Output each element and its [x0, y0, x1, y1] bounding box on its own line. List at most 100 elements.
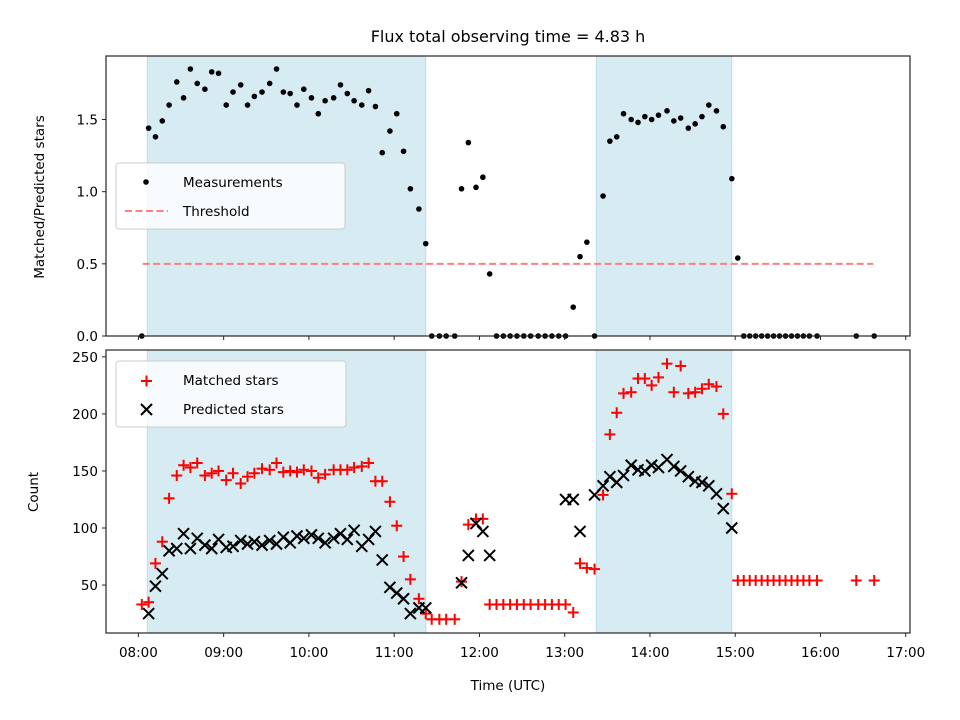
matched-star-point	[363, 457, 375, 469]
x-tick-label: 08:00	[119, 645, 158, 661]
matched-star-point	[574, 557, 586, 569]
predicted-star-point	[305, 528, 318, 542]
predicted-star-point	[341, 533, 354, 546]
matched-star-point	[675, 360, 687, 372]
measurement-point	[705, 102, 712, 108]
measurement-point	[308, 95, 315, 101]
measurement-point	[251, 93, 258, 100]
bottom-y-axis-label: Count	[26, 472, 42, 512]
matched-star-point	[319, 468, 331, 480]
y-tick-label: 1.5	[77, 113, 98, 129]
measurement-point	[294, 102, 300, 108]
matched-star-point	[717, 408, 729, 420]
shaded-span	[595, 349, 733, 634]
measurement-point	[671, 118, 677, 124]
predicted-star-point	[717, 502, 730, 515]
matched-star-point	[213, 465, 225, 477]
predicted-star-point	[573, 525, 587, 538]
measurement-point	[337, 82, 344, 88]
x-tick-label: 09:00	[204, 645, 243, 661]
y-tick-label: 0.0	[77, 329, 98, 345]
measurement-point	[330, 95, 337, 101]
predicted-star-point	[419, 601, 432, 615]
legend-matched-marker	[141, 375, 152, 387]
predicted-star-point	[162, 544, 176, 558]
matched-star-point	[661, 358, 673, 370]
measurement-point	[322, 97, 328, 104]
measurement-point	[648, 116, 655, 123]
matched-star-point	[696, 383, 708, 395]
predicted-star-point	[455, 576, 468, 589]
y-tick-label: 250	[72, 350, 98, 366]
matched-star-point	[710, 381, 722, 393]
measurement-point	[584, 239, 590, 245]
predicted-star-point	[290, 529, 304, 543]
matched-star-point	[391, 520, 403, 532]
measurement-point	[273, 66, 280, 72]
matched-star-point	[567, 606, 579, 618]
predicted-star-point	[483, 549, 496, 562]
predicted-star-point	[241, 537, 254, 551]
x-tick-label: 12:00	[460, 645, 499, 661]
measurement-point	[473, 184, 479, 191]
predicted-star-point	[156, 567, 169, 580]
matched-star-point	[420, 608, 432, 620]
bottom-y-ticks: 50 100 150 200 250	[72, 350, 106, 594]
legend-measurements-marker	[143, 179, 149, 185]
y-tick-label: 0.5	[77, 257, 98, 273]
matched-star-point	[284, 465, 296, 477]
x-tick-label: 10:00	[289, 645, 328, 661]
shaded-span	[595, 55, 733, 337]
matched-star-point	[726, 488, 738, 500]
measurement-point	[387, 128, 393, 134]
measurement-point	[685, 125, 692, 131]
x-tick-label: 16:00	[801, 645, 840, 661]
matched-star-point	[291, 466, 303, 478]
measurement-point	[664, 108, 670, 114]
measurement-point	[607, 138, 613, 144]
measurement-point	[655, 112, 662, 118]
bottom-axes-frame	[105, 349, 911, 634]
measurement-point	[465, 139, 472, 146]
matched-star-point	[348, 462, 360, 474]
predicted-star-point	[177, 527, 190, 540]
top-axes-frame	[105, 55, 911, 337]
matched-star-point	[256, 463, 268, 475]
matched-star-point	[206, 467, 218, 479]
predicted-star-point	[170, 542, 183, 555]
legend-matched-label: Matched stars	[183, 373, 279, 389]
predicted-star-point	[596, 479, 610, 493]
top-y-axis-label: Matched/Predicted stars	[32, 115, 48, 278]
matched-star-point	[689, 386, 701, 398]
predicted-star-point	[710, 487, 723, 500]
bottom-x-ticks: 08:00 09:00 10:00 11:00 12:00 13:00 14:00 15:00…	[119, 633, 925, 661]
predicted-star-point	[347, 524, 361, 537]
predicted-star-point	[226, 540, 240, 553]
predicted-star-point	[397, 592, 410, 605]
matched-star-point	[184, 462, 196, 474]
predicted-star-point	[184, 542, 197, 555]
x-tick-label: 15:00	[716, 645, 755, 661]
measurement-point	[223, 102, 230, 108]
predicted-star-point	[205, 542, 218, 555]
predicted-star-point	[142, 607, 155, 620]
matched-star-point	[199, 470, 211, 482]
x-tick-label: 11:00	[375, 645, 414, 661]
matched-star-point	[646, 379, 658, 391]
measurement-point	[194, 80, 201, 87]
matched-star-point	[376, 475, 388, 487]
matched-star-point	[581, 562, 593, 574]
matched-star-point	[449, 613, 461, 625]
matched-star-point	[560, 598, 572, 610]
measurement-point	[613, 134, 620, 140]
measurement-point	[287, 90, 293, 97]
matched-star-point	[298, 464, 310, 476]
matched-star-point	[220, 474, 232, 486]
measurement-point	[416, 206, 422, 212]
matched-star-point	[235, 478, 247, 490]
matched-star-point	[384, 496, 396, 508]
y-tick-label: 200	[72, 407, 98, 423]
measurement-point	[365, 87, 372, 94]
